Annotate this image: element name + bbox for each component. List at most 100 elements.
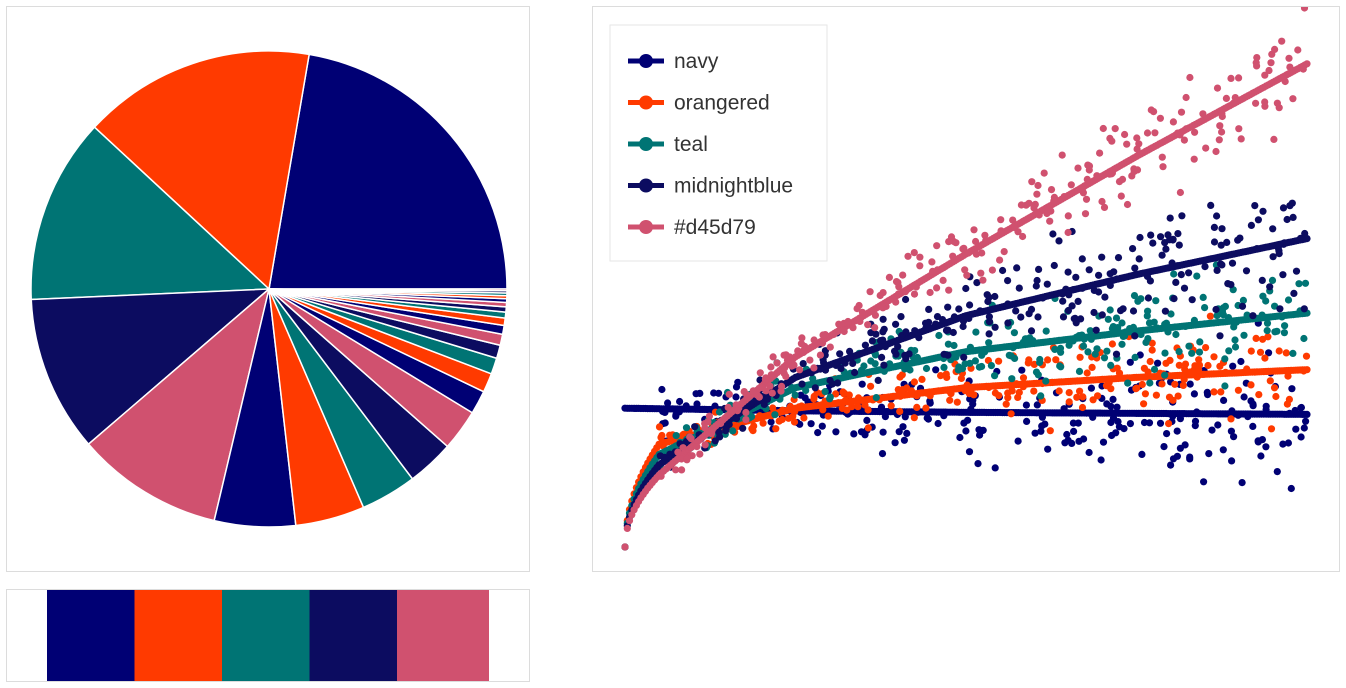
scatter-point (1084, 348, 1092, 356)
scatter-point (1239, 296, 1247, 304)
scatter-point (977, 269, 985, 277)
legend-item: navy (628, 50, 719, 73)
scatter-point (1221, 355, 1229, 363)
scatter-point (660, 407, 668, 415)
scatter-point (933, 242, 941, 250)
scatter-point (1131, 353, 1139, 361)
scatter-point (1025, 199, 1033, 207)
scatter-point (943, 373, 951, 381)
scatter-point (901, 365, 909, 373)
scatter-point (767, 363, 775, 371)
scatter-point (933, 284, 941, 292)
scatter-point (802, 386, 810, 395)
scatter-point (895, 392, 903, 400)
scatter-point (1231, 336, 1239, 344)
scatter-point (1228, 259, 1237, 267)
scatter-point (1017, 313, 1025, 321)
scatter-point (708, 427, 716, 435)
scatter-point (1267, 59, 1275, 67)
scatter-point (1267, 425, 1276, 433)
scatter-point (1286, 202, 1294, 210)
scatter-point (1276, 305, 1284, 313)
scatter-point (1182, 93, 1190, 102)
scatter-point (672, 466, 680, 474)
scatter-point (1147, 231, 1155, 239)
scatter-point (1050, 261, 1058, 270)
scatter-point (666, 450, 674, 458)
scatter-point (1285, 409, 1294, 417)
scatter-point (1019, 338, 1027, 346)
legend-marker (639, 95, 653, 110)
scatter-point (896, 407, 904, 415)
scatter-point (1109, 395, 1117, 403)
scatter-points (621, 7, 1311, 551)
scatter-point (895, 428, 903, 436)
scatter-point (1180, 284, 1189, 292)
scatter-point (894, 290, 902, 298)
scatter-point (910, 290, 919, 298)
scatter-point (1150, 318, 1158, 326)
scatter-point (926, 399, 934, 407)
scatter-point (832, 428, 840, 436)
scatter-point (1259, 207, 1267, 215)
scatter-point (1258, 276, 1266, 284)
scatter-point (826, 343, 834, 351)
scatter-point (971, 357, 979, 365)
scatter-point (1115, 178, 1124, 186)
scatter-point (1221, 382, 1229, 390)
scatter-point (1035, 265, 1043, 273)
scatter-point (913, 353, 921, 362)
scatter-point (1074, 164, 1082, 172)
scatter-point (1254, 437, 1262, 445)
scatter-point (917, 389, 925, 397)
scatter-point (981, 231, 989, 239)
scatter-point (1227, 415, 1235, 423)
scatter-point (1190, 316, 1198, 324)
legend-item: midnightblue (628, 175, 793, 198)
scatter-point (778, 406, 787, 414)
scatter-point (1169, 118, 1177, 126)
scatter-point (1251, 202, 1259, 210)
scatter-point (1154, 359, 1162, 367)
scatter-point (849, 359, 857, 367)
scatter-point (846, 347, 854, 355)
scatter-point (732, 393, 740, 401)
scatter-point (1303, 60, 1311, 68)
scatter-point (1044, 208, 1052, 216)
scatter-point (991, 372, 999, 380)
scatter-point (1175, 241, 1183, 249)
scatter-point (1262, 443, 1270, 451)
scatter-point (733, 407, 741, 415)
scatter-point (955, 305, 963, 313)
legend-marker (639, 54, 653, 68)
scatter-point (1135, 255, 1143, 263)
scatter-point (1050, 197, 1058, 205)
scatter-point (1283, 400, 1291, 408)
legend-item: #d45d79 (628, 216, 756, 239)
scatter-point (679, 444, 687, 452)
scatter-point (1249, 312, 1257, 320)
scatter-point (964, 416, 972, 424)
pie-slice (87, 286, 271, 522)
scatter-point (1112, 429, 1120, 437)
color-swatches (47, 590, 489, 681)
scatter-point (978, 362, 986, 371)
scatter-point (1106, 170, 1114, 178)
scatter-point (1256, 348, 1265, 356)
scatter-point (1181, 322, 1190, 330)
scatter-point (953, 398, 961, 406)
scatter-point (899, 271, 907, 279)
scatter-point (749, 387, 757, 395)
scatter-point (658, 385, 666, 394)
scatter-point (1186, 73, 1194, 82)
scatter-point (1237, 357, 1245, 366)
scatter-point (1227, 281, 1235, 289)
scatter-point (910, 249, 918, 257)
scatter-point (1263, 319, 1272, 327)
scatter-point (1048, 378, 1056, 386)
scatter-point (1224, 314, 1233, 322)
scatter-point (960, 353, 968, 361)
scatter-point (1078, 331, 1086, 339)
scatter-point (867, 382, 875, 390)
scatter-point (769, 404, 777, 412)
